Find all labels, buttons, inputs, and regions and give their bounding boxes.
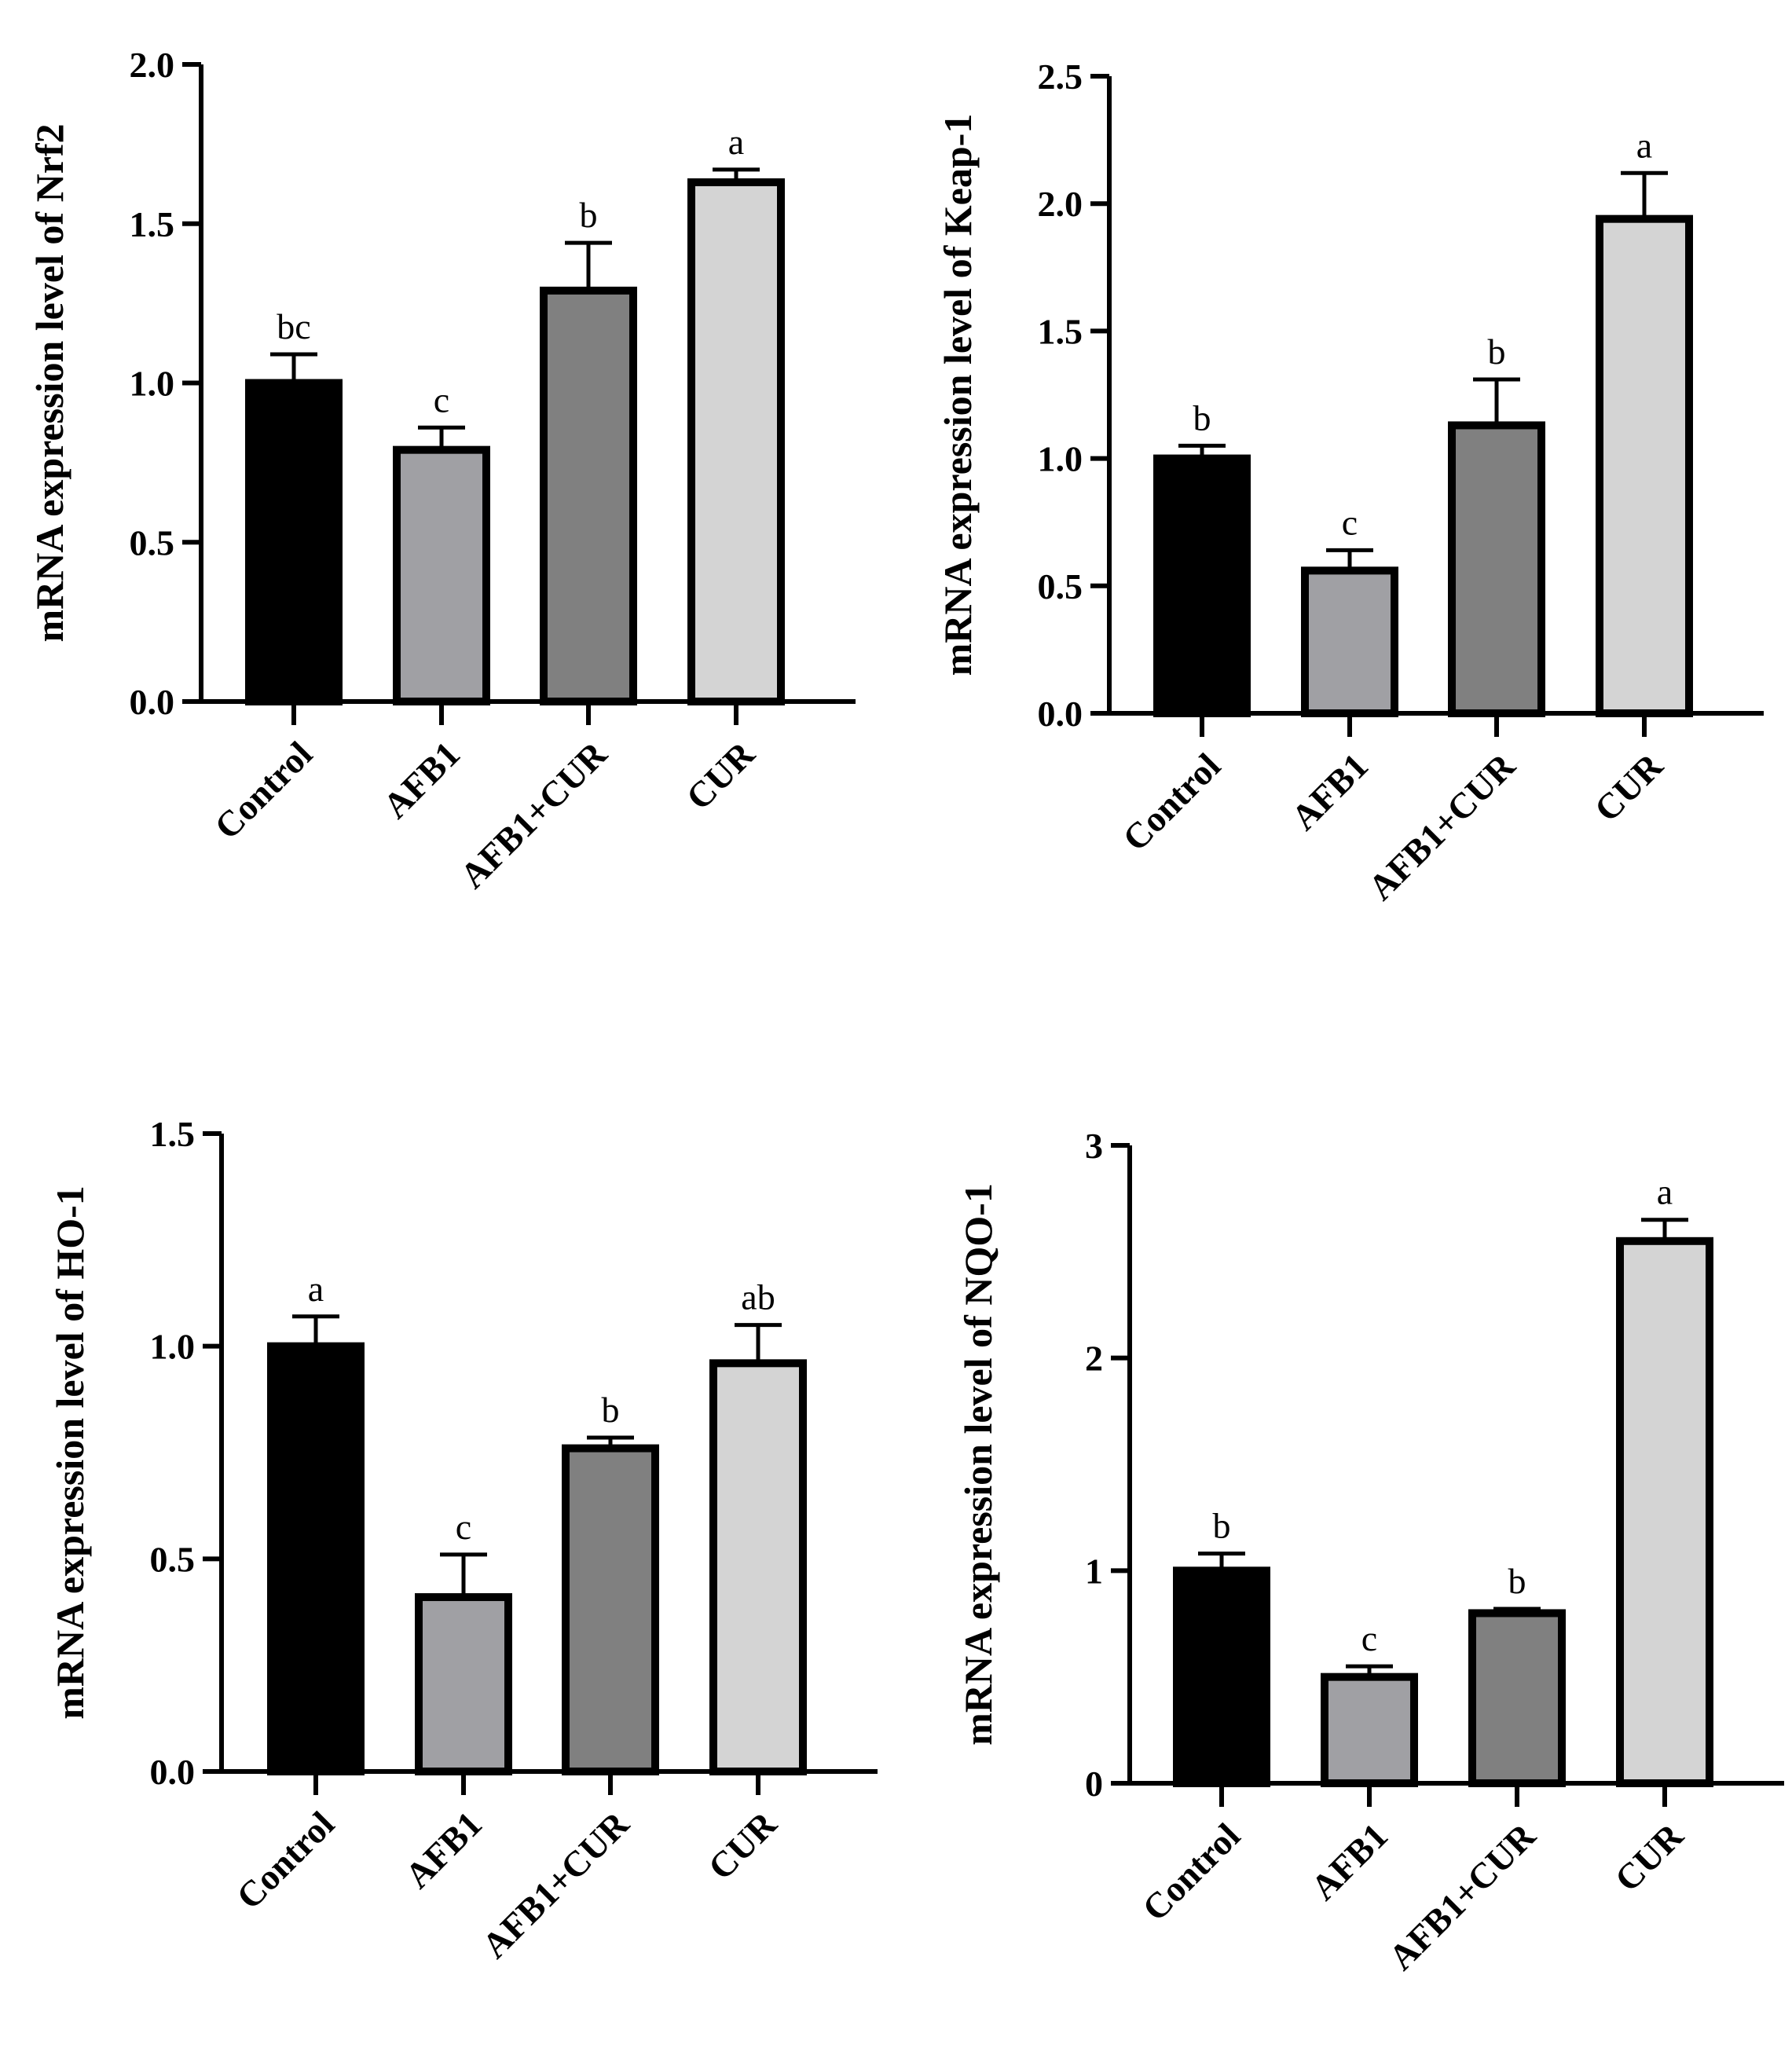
significance-label-nrf2-0: bc [277,306,310,346]
x-tick-label-nqo1-2: AFB1+CUR [1381,1815,1544,1977]
y-tick-label: 0.5 [150,1539,196,1579]
significance-label-ho1-1: c [456,1507,471,1547]
significance-label-nqo1-3: a [1657,1172,1673,1212]
panel-nqo1: 0 1 2 3 mRNA expression level of NQO-1 b Contr… [956,1126,1784,1977]
y-tick-label: 0.5 [130,522,175,562]
bar-keap1-3 [1596,214,1693,717]
bar-nqo1-0 [1173,1566,1270,1788]
y-tick-label: 0 [1085,1764,1103,1804]
bar-keap1-1 [1301,566,1398,717]
bar-nqo1-2 [1468,1609,1566,1787]
bar-ho1-1 [415,1593,512,1776]
y-tick-label: 2.5 [1038,57,1083,97]
significance-label-nrf2-1: c [434,379,449,419]
significance-label-ho1-3: ab [741,1277,775,1317]
y-tick-label: 2.0 [1038,184,1083,224]
x-tick-label-nrf2-1: AFB1 [376,734,467,826]
significance-label-nrf2-2: b [580,195,598,235]
y-tick-label: 1.0 [1038,439,1083,479]
y-tick-label: 0.0 [1038,694,1083,734]
significance-label-nqo1-1: c [1361,1618,1377,1658]
bar-keap1-2 [1448,421,1545,717]
x-tick-label-nrf2-3: CUR [679,733,763,817]
y-axis-title: mRNA expression level of HO-1 [48,1185,92,1720]
x-tick-label-ho1-3: CUR [701,1803,785,1887]
x-tick-label-ho1-1: AFB1 [398,1804,489,1896]
significance-label-nrf2-3: a [728,122,744,162]
x-tick-label-ho1-0: Control [229,1804,342,1917]
y-tick-label: 0.0 [150,1752,196,1792]
x-tick-label-nqo1-1: AFB1 [1303,1815,1395,1907]
significance-label-ho1-2: b [602,1390,620,1430]
significance-label-nqo1-2: b [1508,1561,1526,1601]
x-tick-label-keap1-0: Control [1115,746,1228,859]
bar-nrf2-3 [687,178,785,706]
y-tick-label: 1.0 [150,1327,196,1367]
significance-label-keap1-1: c [1342,502,1358,542]
y-tick-label: 2.0 [130,45,175,85]
y-tick-label: 1.5 [1038,311,1083,351]
bar-ho1-2 [562,1444,659,1775]
y-tick-label: 0.5 [1038,566,1083,606]
significance-label-keap1-0: b [1193,398,1211,438]
bar-nrf2-0 [245,379,343,705]
x-tick-label-ho1-2: AFB1+CUR [475,1803,637,1966]
x-tick-label-nqo1-0: Control [1134,1815,1248,1929]
x-tick-label-nrf2-2: AFB1+CUR [453,733,615,896]
y-tick-label: 1.0 [130,364,175,404]
y-tick-label: 1 [1085,1551,1103,1591]
x-tick-label-keap1-1: AFB1 [1284,746,1376,837]
bar-nrf2-2 [540,286,637,705]
bar-nrf2-1 [393,445,490,706]
y-tick-label: 3 [1085,1126,1103,1166]
panel-nrf2: 0.0 0.5 1.0 1.5 2.0 mRNA expression level of … [27,45,856,896]
y-tick-label: 2 [1085,1339,1103,1379]
x-tick-label-keap1-2: AFB1+CUR [1361,745,1523,907]
panel-keap1: 0.0 0.5 1.0 1.5 2.0 2.5 mRNA expression level … [936,57,1764,907]
y-tick-label: 1.5 [150,1114,196,1154]
bar-nqo1-3 [1616,1236,1713,1788]
significance-label-keap1-2: b [1488,332,1506,372]
panel-ho1: 0.0 0.5 1.0 1.5 mRNA expression level of HO-… [48,1114,878,1966]
y-axis-title: mRNA expression level of Keap-1 [936,114,980,676]
y-tick-label: 1.5 [130,204,175,244]
x-tick-label-nrf2-0: Control [207,734,320,847]
x-tick-label-nqo1-3: CUR [1607,1815,1691,1899]
significance-label-nqo1-0: b [1213,1506,1231,1546]
bar-ho1-0 [267,1342,365,1775]
x-tick-label-keap1-3: CUR [1587,745,1671,829]
y-tick-label: 0.0 [130,682,175,722]
bar-nqo1-1 [1321,1672,1418,1788]
significance-label-ho1-0: a [308,1269,324,1309]
bar-keap1-0 [1153,454,1251,717]
y-axis-title: mRNA expression level of Nrf2 [27,123,71,642]
significance-label-keap1-3: a [1636,125,1652,165]
bar-ho1-3 [709,1359,807,1775]
y-axis-title: mRNA expression level of NQO-1 [956,1183,1000,1746]
